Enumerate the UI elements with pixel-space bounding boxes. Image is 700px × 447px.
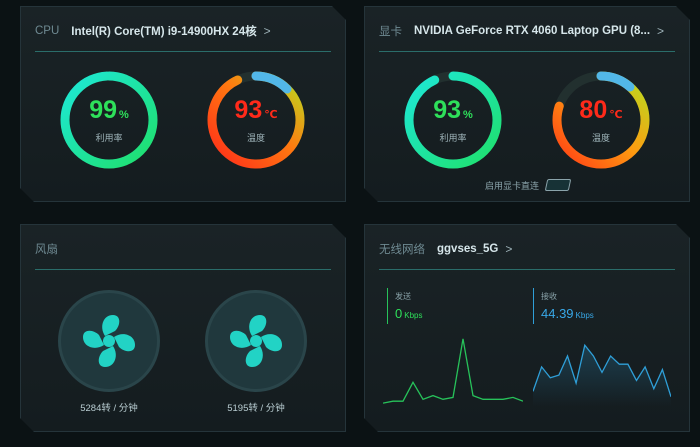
send-value: 0 Kbps bbox=[395, 306, 423, 321]
gpu-temp-value: 80 ℃ bbox=[579, 96, 623, 124]
divider bbox=[35, 269, 331, 270]
divider bbox=[379, 269, 675, 270]
send-label: 发送 bbox=[395, 292, 411, 301]
gpu-usage-arc bbox=[409, 76, 497, 164]
recv-line bbox=[533, 345, 671, 397]
recv-value: 44.39 Kbps bbox=[541, 306, 594, 321]
cpu-temp-value: 93 ℃ bbox=[234, 96, 278, 124]
chevron-right-icon[interactable]: > bbox=[505, 242, 513, 256]
cpu-usage-arc bbox=[65, 76, 153, 164]
recv-graph bbox=[533, 333, 671, 407]
cpu-panel: CPU Intel(R) Core(TM) i9-14900HX 24核 > 9… bbox=[20, 6, 346, 202]
fan-label: 风扇 bbox=[35, 244, 58, 256]
gpu-model: NVIDIA GeForce RTX 4060 Laptop GPU (8... bbox=[414, 25, 651, 37]
gpu-temp-gauge: 80 ℃ 温度 bbox=[550, 69, 652, 171]
divider bbox=[35, 51, 331, 52]
chevron-right-icon[interactable]: > bbox=[657, 24, 665, 38]
gpu-header[interactable]: 显卡 NVIDIA GeForce RTX 4060 Laptop GPU (8… bbox=[379, 23, 664, 39]
gpu-temp-label: 温度 bbox=[591, 133, 610, 143]
chevron-right-icon[interactable]: > bbox=[263, 24, 271, 38]
recv-indicator-bar bbox=[533, 288, 534, 324]
send-indicator-bar bbox=[387, 288, 388, 324]
cpu-model: Intel(R) Core(TM) i9-14900HX 24核 bbox=[71, 26, 257, 38]
fan-panel: 风扇 5284转 / 分钟 5195转 / 分钟 bbox=[20, 224, 346, 432]
recv-area bbox=[533, 345, 671, 407]
network-panel: 无线网络 ggvses_5G > 发送 0 Kbps 接收 44.39 Kbps bbox=[364, 224, 690, 432]
gpu-direct-toggle[interactable] bbox=[545, 179, 572, 191]
cpu-temp-gauge: 93 ℃ 温度 bbox=[205, 69, 307, 171]
gpu-usage-label: 利用率 bbox=[439, 133, 467, 143]
cpu-usage-value: 99% bbox=[89, 96, 129, 124]
network-label: 无线网络 bbox=[379, 244, 425, 256]
fan-1-rpm: 5284转 / 分钟 bbox=[80, 403, 138, 414]
gpu-panel: 显卡 NVIDIA GeForce RTX 4060 Laptop GPU (8… bbox=[364, 6, 690, 202]
cpu-label: CPU bbox=[35, 25, 60, 37]
gpu-usage-gauge: 93% 利用率 bbox=[402, 69, 504, 171]
gpu-direct-label: 启用显卡直连 bbox=[485, 181, 540, 191]
network-header[interactable]: 无线网络 ggvses_5G > bbox=[379, 241, 512, 257]
fan-header: 风扇 bbox=[35, 241, 70, 257]
gpu-label: 显卡 bbox=[379, 26, 402, 38]
cpu-usage-gauge: 99% 利用率 bbox=[58, 69, 160, 171]
fan-1-icon bbox=[58, 290, 160, 392]
cpu-header[interactable]: CPU Intel(R) Core(TM) i9-14900HX 24核 > bbox=[35, 23, 271, 39]
fan-2-icon bbox=[205, 290, 307, 392]
send-graph bbox=[383, 333, 523, 407]
fan-2-rpm: 5195转 / 分钟 bbox=[227, 403, 285, 414]
recv-label: 接收 bbox=[541, 292, 557, 301]
divider bbox=[379, 51, 675, 52]
send-line bbox=[383, 339, 523, 403]
network-ssid: ggvses_5G bbox=[437, 243, 499, 255]
gpu-usage-value: 93% bbox=[433, 96, 473, 124]
cpu-usage-label: 利用率 bbox=[95, 133, 123, 143]
cpu-temp-label: 温度 bbox=[246, 133, 265, 143]
